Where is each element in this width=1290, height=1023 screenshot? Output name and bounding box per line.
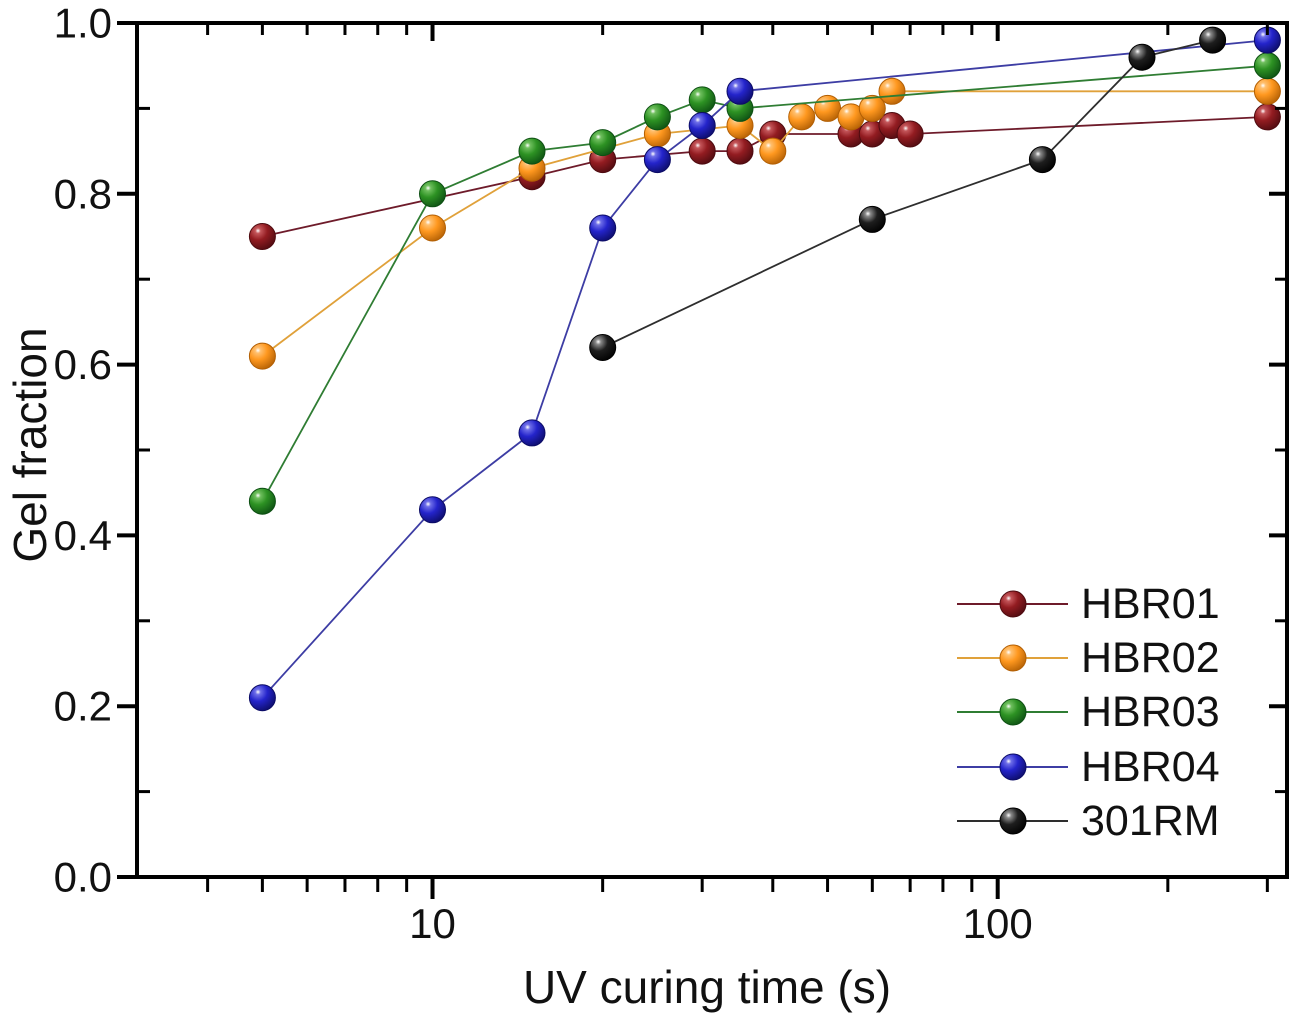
legend-label: HBR01 — [1081, 580, 1220, 628]
y-tick-label: 1.0 — [54, 0, 112, 47]
data-point — [248, 223, 276, 250]
legend-marker — [999, 590, 1027, 618]
legend-item-301RM: 301RM — [957, 797, 1220, 845]
y-tick-label: 0.4 — [54, 512, 112, 559]
legend-label: 301RM — [1081, 797, 1220, 845]
data-point — [1199, 26, 1227, 54]
y-axis-title: Gel fraction — [4, 327, 56, 562]
data-point — [1253, 77, 1281, 105]
data-point — [518, 137, 546, 165]
x-axis — [206, 21, 1269, 899]
y-tick-label: 0.6 — [54, 341, 112, 388]
data-point — [419, 214, 446, 242]
data-point — [419, 496, 446, 524]
data-point — [1253, 52, 1281, 80]
data-point — [518, 419, 546, 447]
data-point — [643, 146, 671, 174]
data-point — [726, 77, 754, 105]
data-point — [858, 94, 886, 122]
legend-item-HBR03: HBR03 — [957, 688, 1220, 736]
data-point — [589, 214, 617, 242]
data-point — [896, 120, 924, 148]
data-point — [726, 137, 754, 165]
legend-marker — [999, 753, 1027, 781]
data-point — [688, 112, 716, 139]
data-point — [858, 205, 886, 233]
legend-label: HBR04 — [1081, 743, 1220, 791]
data-point — [688, 86, 716, 114]
series-layer — [248, 26, 1281, 712]
data-point — [248, 684, 276, 712]
data-point — [688, 137, 716, 165]
data-point — [248, 487, 276, 515]
data-point — [589, 334, 617, 361]
legend-label: HBR03 — [1081, 688, 1220, 736]
x-tick-label: 10 — [409, 900, 456, 947]
data-point — [1128, 43, 1156, 71]
legend-item-HBR01: HBR01 — [957, 580, 1220, 628]
legend: HBR01 HBR02 HBR03 HBR04 301RM — [957, 580, 1220, 845]
series-HBR04 — [248, 26, 1281, 712]
data-point — [643, 103, 671, 131]
data-point — [878, 77, 906, 105]
series-HBR03 — [248, 52, 1281, 515]
y-axis — [117, 21, 1289, 879]
legend-label: HBR02 — [1081, 634, 1220, 682]
legend-item-HBR02: HBR02 — [957, 634, 1220, 682]
y-tick-label: 0.8 — [54, 170, 112, 217]
axes — [117, 21, 1289, 899]
data-point — [589, 129, 617, 157]
y-tick-label: 0.0 — [54, 854, 112, 901]
legend-marker — [999, 698, 1027, 726]
x-axis-title: UV curing time (s) — [523, 961, 891, 1013]
data-point — [788, 103, 816, 131]
x-tick-label: 100 — [963, 900, 1033, 947]
data-point — [814, 94, 842, 122]
data-point — [759, 137, 787, 165]
legend-marker — [999, 807, 1027, 835]
data-point — [248, 342, 276, 370]
series-301RM — [589, 26, 1227, 361]
data-point — [1028, 146, 1056, 174]
legend-marker — [999, 644, 1027, 672]
data-point — [419, 180, 446, 208]
y-tick-label: 0.2 — [54, 683, 112, 730]
legend-item-HBR04: HBR04 — [957, 743, 1220, 791]
